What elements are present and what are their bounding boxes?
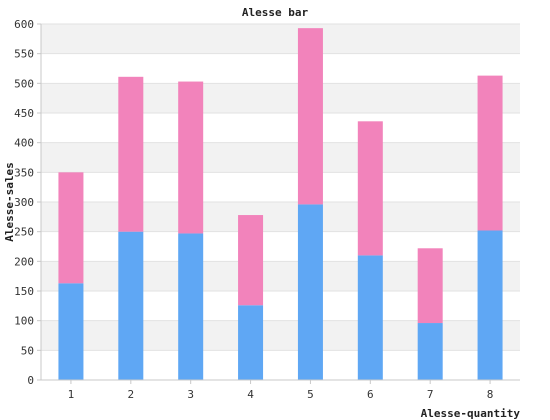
bar-segment-1-cat-2 <box>118 231 144 380</box>
bar-segment-2-cat-4 <box>238 215 264 306</box>
y-tick-label: 150 <box>14 285 34 298</box>
x-axis-label: Alesse-quantity <box>421 407 521 420</box>
chart-title: Alesse bar <box>242 6 309 19</box>
y-axis-ticks: 0 50 100 150 200 250 300 350 400 450 500 550 600 <box>14 18 41 387</box>
bar-segment-2-cat-8 <box>477 75 503 231</box>
y-tick-label: 450 <box>14 107 34 120</box>
y-tick-label: 200 <box>14 255 34 268</box>
x-tick-label: 5 <box>307 388 314 401</box>
bar-segment-1-cat-4 <box>238 305 264 380</box>
bar-segment-1-cat-5 <box>297 204 323 380</box>
background-band <box>41 142 520 173</box>
y-tick-label: 100 <box>14 315 34 328</box>
bar-segment-2-cat-6 <box>357 121 383 256</box>
y-axis-label: Alesse-sales <box>3 162 16 241</box>
bar-segment-1-cat-7 <box>417 323 443 380</box>
y-tick-label: 50 <box>21 344 34 357</box>
x-tick-label: 1 <box>68 388 75 401</box>
y-tick-label: 300 <box>14 196 34 209</box>
bar-segment-2-cat-2 <box>118 76 144 232</box>
bar-segment-1-cat-8 <box>477 230 503 380</box>
bar-segment-2-cat-5 <box>297 28 323 205</box>
x-tick-label: 7 <box>427 388 434 401</box>
y-tick-label: 500 <box>14 77 34 90</box>
bar-segment-1-cat-3 <box>178 233 204 380</box>
bar-segment-2-cat-7 <box>417 248 443 324</box>
y-tick-label: 250 <box>14 226 34 239</box>
x-tick-label: 6 <box>367 388 374 401</box>
x-tick-label: 3 <box>187 388 194 401</box>
y-tick-label: 400 <box>14 137 34 150</box>
bar-segment-1-cat-1 <box>58 283 84 380</box>
bar-segment-2-cat-1 <box>58 172 84 284</box>
bar-segment-2-cat-3 <box>178 81 204 234</box>
y-tick-label: 600 <box>14 18 34 31</box>
background-bands <box>41 24 520 351</box>
gridlines <box>41 23 520 351</box>
y-tick-label: 350 <box>14 166 34 179</box>
bars <box>58 28 503 380</box>
background-band <box>41 83 520 113</box>
background-band <box>41 24 520 54</box>
bar-segment-1-cat-6 <box>357 255 383 380</box>
y-tick-label: 0 <box>27 374 34 387</box>
background-band <box>41 202 520 232</box>
background-band <box>41 261 520 291</box>
x-axis-ticks: 1 2 3 4 5 6 7 8 <box>68 380 494 401</box>
x-tick-label: 8 <box>487 388 494 401</box>
background-band <box>41 320 520 351</box>
x-tick-label: 4 <box>247 388 254 401</box>
x-tick-label: 2 <box>128 388 135 401</box>
y-tick-label: 550 <box>14 48 34 61</box>
